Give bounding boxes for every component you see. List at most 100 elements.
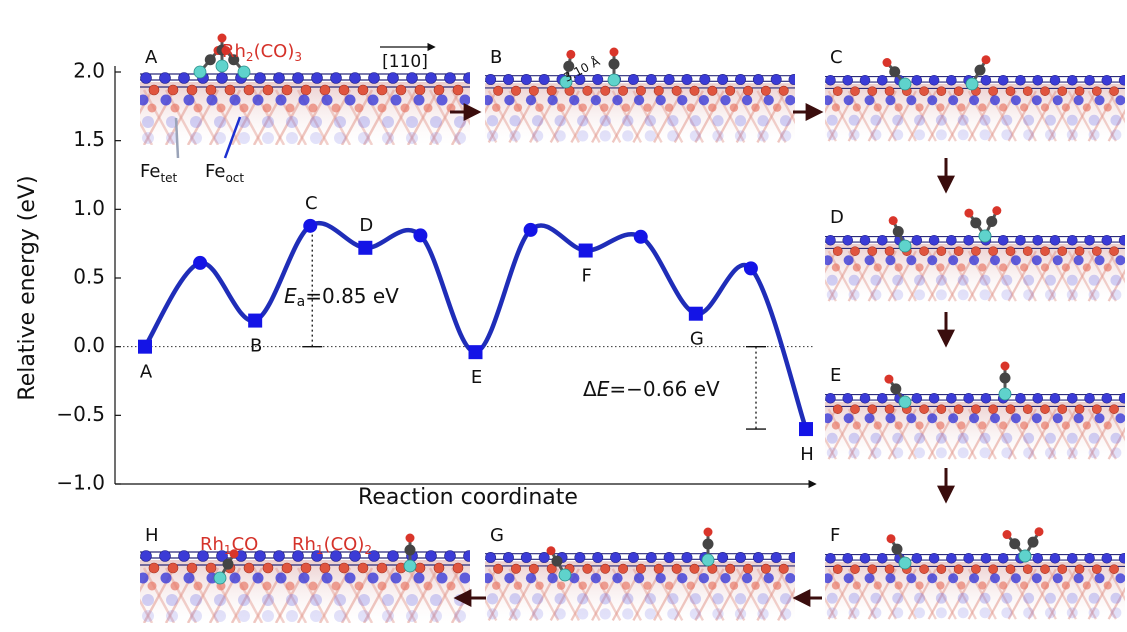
y-tick-label: 0.0 [73,333,105,357]
y-tick-label: −1.0 [56,471,105,495]
rhodium-atom [194,66,206,78]
oxygen-atom [547,546,556,555]
de-annotation: ΔE=−0.66 eV [583,377,720,401]
fe-oct-label: Feoct [205,161,244,185]
carbon-atom [986,216,997,227]
panel-label: E [830,365,841,386]
carbon-atom [893,226,904,237]
carbon-atom [223,559,234,570]
prefix: Δ [583,377,597,401]
text: Fe [140,161,160,182]
point-label: E [471,367,482,388]
carbon-atom [552,556,563,567]
slab [789,75,1127,141]
ea-annotation: Ea=0.85 eV [284,284,399,311]
y-tick-label: 2.0 [73,59,105,83]
slab [447,74,827,142]
slab [789,235,1127,301]
transition-marker [634,230,648,244]
minimum-marker [138,340,152,354]
slab [100,551,504,624]
subscript: 1 [316,543,324,557]
oxygen-atom [982,55,991,64]
oxygen-atom [704,528,713,537]
y-tick-label: 1.0 [73,196,105,220]
panel-arrows [450,112,946,598]
text: =0.85 eV [305,284,399,308]
oxygen-atom [884,375,893,384]
panel-label: F [830,525,840,546]
slab [100,73,504,146]
point-label: D [359,215,373,236]
rhodium-atom [899,557,911,569]
rh2co3-label: Rh2(CO)3 [222,41,302,64]
text: (CO) [254,41,295,62]
panel-label: C [830,47,843,68]
minimum-marker [689,307,703,321]
fe-tet-label: Fetet [140,161,178,185]
point-label: C [305,193,318,214]
carbon-atom [1028,537,1039,548]
text: Rh [292,534,316,555]
oxygen-atom [566,50,575,59]
rhodium-atom [979,230,991,242]
rhodium-atom [214,572,226,584]
subscript: 2 [246,50,254,64]
text: CO [232,534,259,555]
carbon-atom [609,59,620,70]
oxygen-atom [992,206,1001,215]
symbol: E [284,284,297,308]
transition-marker [303,219,317,233]
y-tick-label: 1.5 [73,127,105,151]
transition-marker [413,228,427,242]
subscript: 2 [364,543,372,557]
oxygen-atom [610,48,619,57]
point-label: B [250,336,262,357]
direction-label: [110] [382,52,428,72]
panel-label: B [490,47,502,68]
slab [789,393,1127,459]
text: Fe [205,161,225,182]
rhodium-atom [966,78,978,90]
carbon-atom [970,217,981,228]
oxygen-atom [1035,527,1044,536]
carbon-atom [975,65,986,76]
subscript: 3 [294,50,302,64]
rhodium-atom [702,554,714,566]
oxygen-atom [1003,530,1012,539]
rhodium-atom [1019,550,1031,562]
oxygen-atom [964,209,973,218]
point-label: F [581,266,591,287]
subscript: 1 [224,543,232,557]
rhodium-atom [899,240,911,252]
rhodium-atom [608,74,620,86]
carbon-atom [892,544,903,555]
oxygen-atom [883,58,892,67]
carbon-atom [205,54,216,65]
y-axis-label: Relative energy (eV) [15,175,40,400]
text: (CO) [324,534,365,555]
oxygen-atom [889,216,898,225]
transition-marker [524,223,538,237]
x-axis-label: Reaction coordinate [358,485,578,510]
rh1co-label: Rh1CO [200,534,258,557]
rhodium-atom [404,560,416,572]
rhodium-atom [899,78,911,90]
text: Rh [200,534,224,555]
carbon-atom [405,545,416,556]
minimum-marker [469,345,483,359]
minimum-marker [579,244,593,258]
panel-label: H [145,525,159,546]
transition-marker [744,261,758,275]
rhodium-atom [899,396,911,408]
minimum-marker [248,314,262,328]
y-tick-label: −0.5 [56,402,105,426]
panel-label: G [490,525,504,546]
oxygen-atom [887,534,896,543]
rhodium-atom [559,569,571,581]
panel-label: D [830,207,844,228]
carbon-atom [889,66,900,77]
rh1co2-label: Rh1(CO)2 [292,534,372,557]
text: =−0.66 eV [609,377,720,401]
oxygen-atom [406,534,415,543]
